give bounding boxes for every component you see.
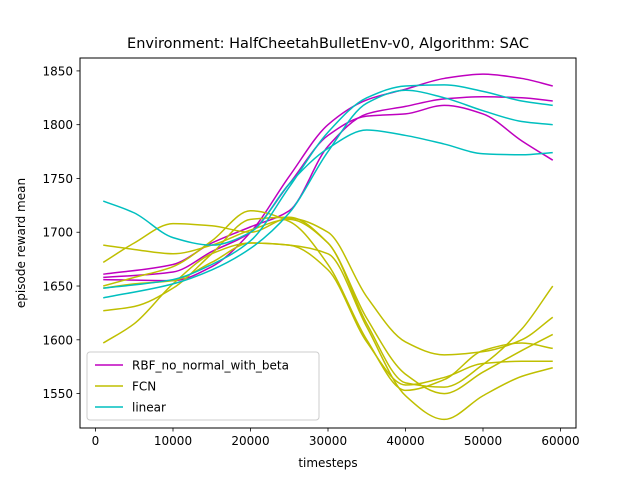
series-line-fcn-8	[103, 209, 553, 392]
legend-label-rbf-no-normal-with-beta: RBF_no_normal_with_beta	[132, 359, 289, 373]
series-line-linear-11	[103, 84, 553, 289]
x-tick-label: 20000	[231, 434, 269, 448]
legend-label-fcn: FCN	[132, 380, 156, 394]
y-tick-label: 1700	[42, 226, 73, 240]
y-tick-label: 1650	[42, 280, 73, 294]
series-line-linear-12	[103, 89, 553, 299]
y-axis: 1550 1600 1650 1700 1750 1800 1850	[42, 64, 80, 401]
series-line-rbf-no-normal-with-beta-1	[103, 73, 553, 282]
series-line-fcn-5	[102, 217, 554, 356]
y-tick-label: 1750	[42, 172, 73, 186]
series-line-rbf-no-normal-with-beta-3	[103, 104, 554, 279]
x-tick-label: 40000	[386, 434, 424, 448]
y-tick-label: 1550	[42, 387, 73, 401]
series-layer	[102, 73, 554, 421]
series-line-linear-10	[102, 129, 553, 246]
series-line-fcn-9	[103, 242, 553, 386]
y-tick-label: 1600	[42, 333, 73, 347]
x-tick-label: 50000	[464, 434, 502, 448]
x-tick-label: 30000	[309, 434, 347, 448]
legend: RBF_no_normal_with_beta FCN linear	[86, 351, 320, 421]
x-axis-label: timesteps	[298, 456, 357, 470]
legend-label-linear: linear	[132, 401, 166, 415]
x-tick-label: 10000	[154, 434, 192, 448]
x-tick-label: 0	[92, 434, 100, 448]
x-tick-label: 60000	[541, 434, 579, 448]
y-tick-label: 1850	[42, 64, 73, 78]
legend-box	[86, 351, 320, 421]
y-axis-label: episode reward mean	[14, 178, 28, 308]
y-tick-label: 1800	[42, 118, 73, 132]
x-axis: 0 10000 20000 30000 40000 50000 60000	[92, 428, 580, 448]
series-line-fcn-6	[103, 216, 554, 395]
chart-title: Environment: HalfCheetahBulletEnv-v0, Al…	[127, 36, 529, 52]
